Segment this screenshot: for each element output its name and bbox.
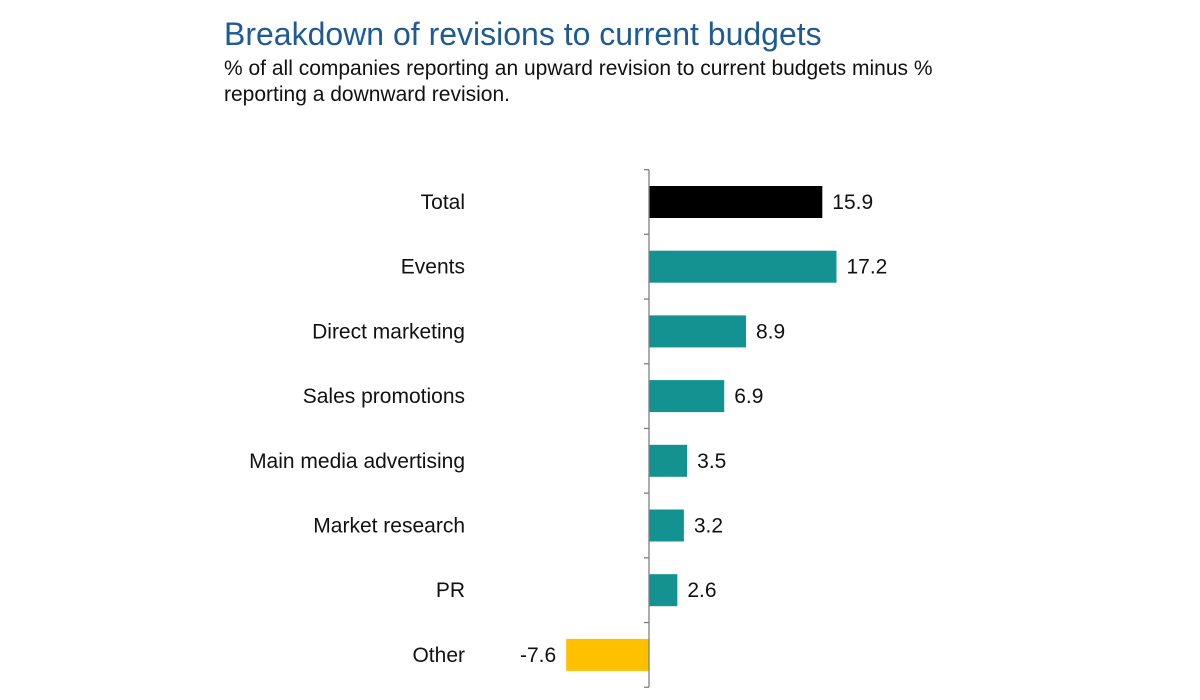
category-label-market-research: Market research (313, 515, 465, 538)
category-labels: Total Events Direct marketing Sales promoti… (249, 191, 465, 667)
category-label-other: Other (412, 644, 465, 667)
bar-other (566, 638, 649, 671)
value-label-pr: 2.6 (687, 579, 716, 602)
bar-sales-promotions (649, 380, 725, 413)
value-label-direct-marketing: 8.9 (756, 320, 785, 343)
category-label-pr: PR (436, 579, 465, 602)
zero-axis (644, 168, 650, 688)
bar-main-media-advertising (649, 444, 688, 477)
category-label-sales-promotions: Sales promotions (303, 385, 465, 408)
bar-market-research (649, 509, 684, 542)
category-label-events: Events (401, 256, 465, 279)
category-label-main-media-advertising: Main media advertising (249, 450, 465, 473)
category-label-direct-marketing: Direct marketing (312, 320, 465, 343)
value-label-total: 15.9 (832, 191, 873, 214)
bar-events (649, 250, 837, 283)
chart-subtitle: % of all companies reporting an upward r… (224, 57, 933, 106)
bars-group (566, 186, 837, 671)
value-label-events: 17.2 (846, 256, 887, 279)
bar-pr (649, 574, 678, 607)
value-label-sales-promotions: 6.9 (734, 385, 763, 408)
category-label-total: Total (421, 191, 465, 214)
value-label-main-media-advertising: 3.5 (697, 450, 726, 473)
value-label-other: -7.6 (520, 644, 556, 667)
value-label-market-research: 3.2 (694, 515, 723, 538)
bar-direct-marketing (649, 315, 747, 348)
value-labels: 15.9 17.2 8.9 6.9 3.5 3.2 2.6 -7.6 (520, 191, 887, 667)
chart-title: Breakdown of revisions to current budget… (224, 16, 822, 52)
bar-total (649, 186, 823, 218)
